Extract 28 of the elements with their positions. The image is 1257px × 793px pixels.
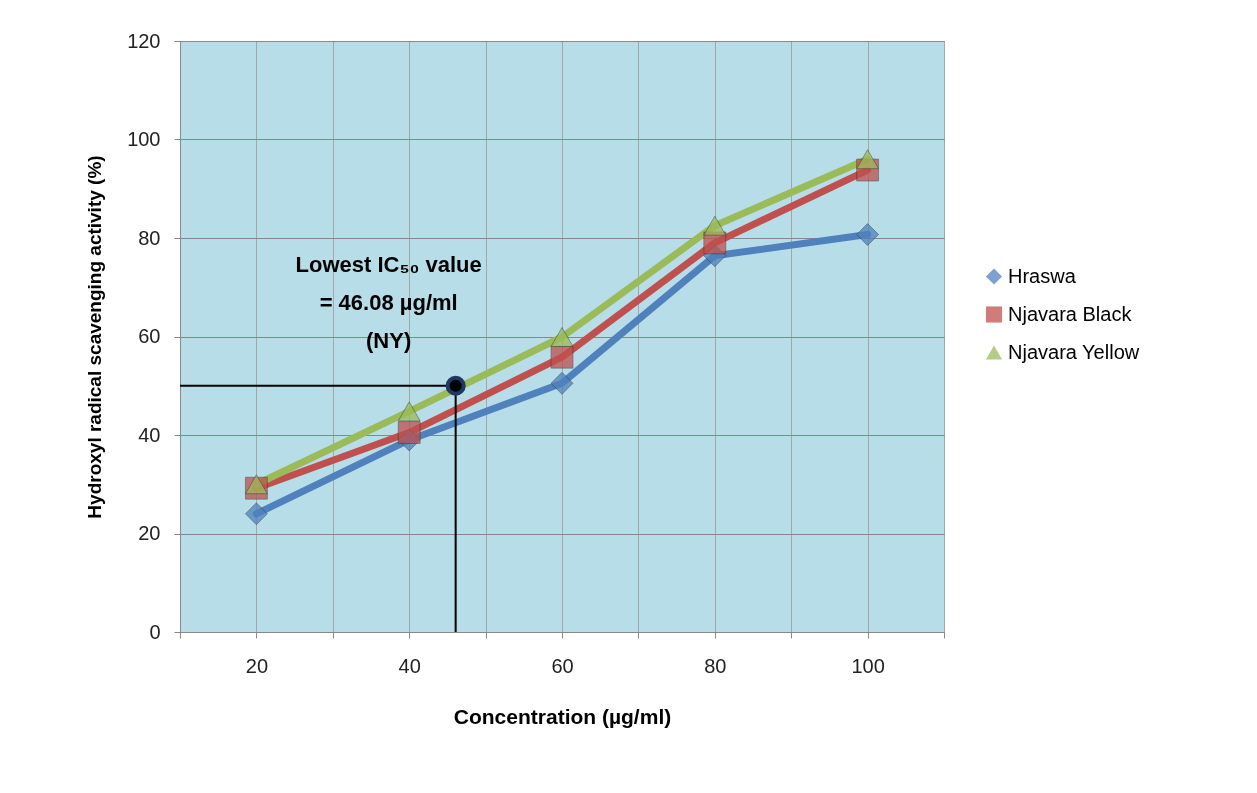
point bbox=[856, 223, 879, 246]
x-tick-label: 60 bbox=[551, 654, 574, 677]
x-tick-label: 20 bbox=[245, 654, 269, 677]
x-tick-label: 40 bbox=[398, 654, 421, 677]
y-tick-label: 0 bbox=[149, 620, 161, 643]
point bbox=[856, 149, 879, 169]
legend-label: Njavara Yellow bbox=[1008, 340, 1140, 363]
y-tick-label: 80 bbox=[138, 226, 161, 249]
point bbox=[397, 401, 421, 422]
y-tick-label: 60 bbox=[138, 325, 161, 347]
x-tick-label: 100 bbox=[851, 654, 885, 677]
point bbox=[550, 327, 574, 347]
legend-label: Njavara Black bbox=[1008, 302, 1133, 325]
legend-label: Hraswa bbox=[1008, 264, 1077, 287]
y-axis-title: Hydroxyl radical scavenging activity (%) bbox=[84, 155, 106, 519]
point bbox=[245, 474, 268, 495]
y-tick-label: 120 bbox=[127, 29, 161, 52]
y-tick-label: 40 bbox=[138, 423, 161, 446]
y-tick-label: 100 bbox=[127, 128, 161, 150]
x-tick-label: 80 bbox=[704, 654, 727, 677]
point bbox=[245, 502, 268, 526]
point bbox=[703, 215, 727, 236]
x-axis-title: Concentration (µg/ml) bbox=[453, 704, 672, 728]
point bbox=[550, 345, 574, 369]
point bbox=[397, 421, 421, 444]
point bbox=[550, 372, 574, 395]
y-tick-label: 20 bbox=[138, 522, 161, 544]
annotation: Lowest IC₅₀ value = 46.08 µg/ml (NY) bbox=[295, 251, 482, 353]
